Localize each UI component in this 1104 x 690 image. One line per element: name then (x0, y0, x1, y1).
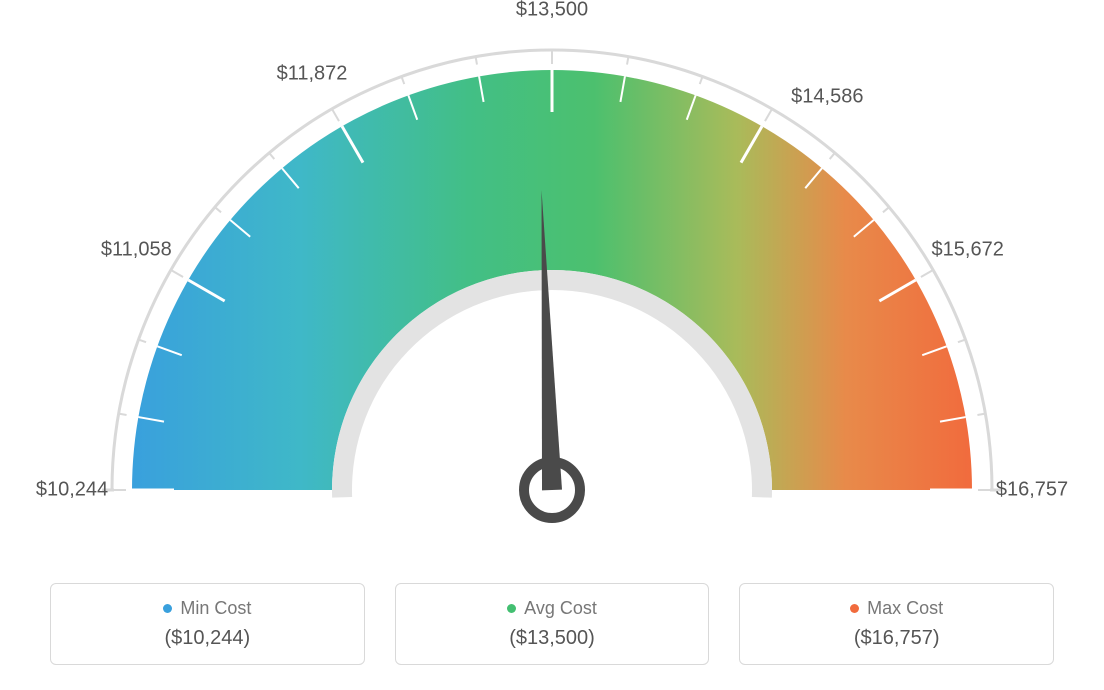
chart-container: $10,244 $11,058 $11,872 $13,500 $14,586 $15,6… (0, 0, 1104, 690)
tick-label: $10,244 (36, 479, 108, 502)
card-label: Min Cost (180, 598, 251, 619)
card-header: Min Cost (61, 598, 354, 619)
tick-label: $14,586 (791, 85, 863, 108)
card-label: Max Cost (867, 598, 943, 619)
card-value: ($10,244) (61, 627, 354, 650)
min-cost-card: Min Cost ($10,244) (50, 583, 365, 665)
card-header: Max Cost (750, 598, 1043, 619)
tick-label: $13,500 (516, 0, 588, 22)
gauge-chart: $10,244 $11,058 $11,872 $13,500 $14,586 $15,6… (0, 0, 1104, 560)
tick-label: $16,757 (996, 479, 1068, 502)
card-label: Avg Cost (524, 598, 597, 619)
dot-icon (163, 604, 172, 613)
tick-label: $11,872 (277, 63, 348, 86)
card-header: Avg Cost (406, 598, 699, 619)
card-value: ($16,757) (750, 627, 1043, 650)
tick-label: $15,672 (932, 239, 1004, 262)
gauge-svg (0, 0, 1104, 560)
dot-icon (507, 604, 516, 613)
tick-label: $11,058 (101, 239, 172, 262)
avg-cost-card: Avg Cost ($13,500) (395, 583, 710, 665)
dot-icon (850, 604, 859, 613)
card-value: ($13,500) (406, 627, 699, 650)
summary-cards: Min Cost ($10,244) Avg Cost ($13,500) Ma… (50, 583, 1054, 665)
max-cost-card: Max Cost ($16,757) (739, 583, 1054, 665)
